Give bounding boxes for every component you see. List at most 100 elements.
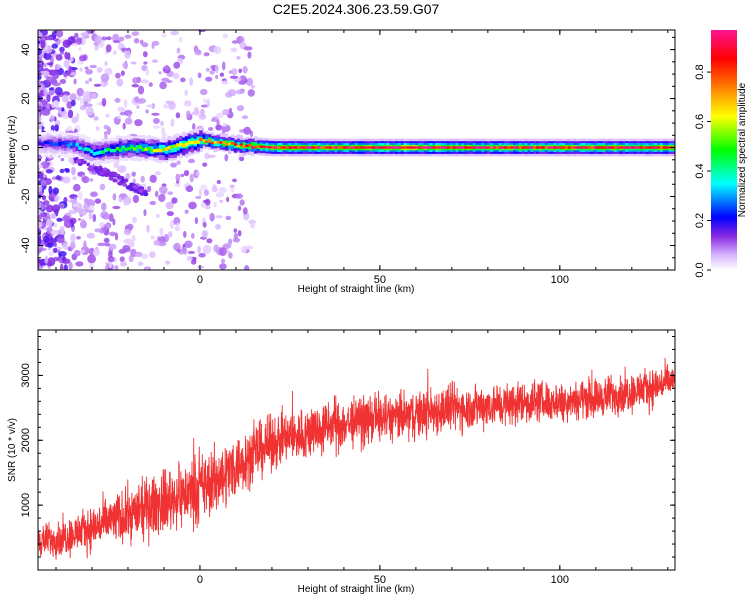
heatmap-cell <box>63 72 68 77</box>
heatmap-cell <box>242 145 246 148</box>
heatmap-cell <box>213 202 217 208</box>
heatmap-cell <box>98 150 102 154</box>
heatmap-cell <box>151 112 160 116</box>
heatmap-cell <box>232 178 237 183</box>
heatmap-cell <box>149 200 157 206</box>
heatmap-cell <box>135 145 140 149</box>
heatmap-cells <box>38 30 675 270</box>
heatmap-cell <box>124 50 131 59</box>
heatmap-cell <box>143 192 149 197</box>
heatmap-cell <box>78 191 83 201</box>
heatmap-cell <box>165 260 171 265</box>
heatmap-cell <box>164 64 170 71</box>
heatmap-cell <box>613 146 618 149</box>
heatmap-cell <box>192 257 197 262</box>
heatmap-cell <box>132 216 137 224</box>
heatmap-cell <box>70 99 76 107</box>
heatmap-cell <box>93 83 102 87</box>
heatmap-cell <box>79 105 86 111</box>
heatmap-cell <box>213 141 218 144</box>
heatmap-cell <box>47 257 56 266</box>
heatmap-cell <box>53 242 58 248</box>
heatmap-cell <box>599 146 603 149</box>
heatmap-cell <box>52 142 56 146</box>
heatmap-cell <box>156 213 160 219</box>
heatmap-cell <box>197 265 205 269</box>
heatmap-cell <box>138 145 143 149</box>
heatmap-cell <box>56 235 65 244</box>
heatmap-cell <box>93 116 99 121</box>
heatmap-cell <box>116 175 122 180</box>
heatmap-cell <box>210 65 216 69</box>
heatmap-cell <box>193 107 199 115</box>
heatmap-cell <box>63 60 70 68</box>
heatmap-cell <box>366 146 370 149</box>
heatmap-cell <box>73 249 81 257</box>
heatmap-cell <box>158 186 168 194</box>
heatmap-cell <box>160 120 164 127</box>
heatmap-cell <box>195 195 202 200</box>
heatmap-cell <box>68 65 72 75</box>
heatmap-cell <box>140 253 149 259</box>
heatmap-cell <box>547 146 552 149</box>
heatmap-cell <box>198 114 207 120</box>
heatmap-cell <box>38 62 42 70</box>
heatmap-cell <box>472 146 477 149</box>
heatmap-cell <box>62 114 70 119</box>
heatmap-cell <box>219 141 223 144</box>
heatmap-cell <box>41 110 51 116</box>
heatmap-cell <box>122 62 129 69</box>
heatmap-cell <box>43 140 48 145</box>
heatmap-cell <box>161 147 166 152</box>
heatmap-cell <box>246 77 254 87</box>
heatmap-cell <box>218 186 227 194</box>
colorbar-tick-label: 0.2 <box>694 213 706 228</box>
heatmap-cell <box>46 242 54 248</box>
heatmap-cell <box>61 141 65 149</box>
heatmap-cell <box>80 98 84 106</box>
heatmap-cell <box>60 263 64 270</box>
heatmap-cell <box>52 82 61 87</box>
heatmap-cell <box>200 202 206 208</box>
heatmap-cell <box>65 168 70 173</box>
heatmap-cell <box>202 221 207 228</box>
heatmap-cell <box>138 98 147 104</box>
heatmap-cell <box>55 107 62 111</box>
heatmap-cell <box>80 32 90 37</box>
heatmap-cell <box>94 198 102 204</box>
heatmap-cell <box>202 230 208 238</box>
heatmap-cell <box>346 146 350 149</box>
heatmap-cell <box>229 75 238 79</box>
heatmap-cell <box>464 146 468 149</box>
heatmap-cell <box>380 146 385 149</box>
heatmap-cell <box>237 36 241 45</box>
heatmap-cell <box>112 193 117 201</box>
heatmap-cell <box>152 118 160 124</box>
heatmap-cell <box>250 84 255 89</box>
heatmap-cell <box>61 141 65 145</box>
heatmap-cell <box>205 140 209 144</box>
heatmap-cell <box>106 126 111 135</box>
heatmap-cell <box>348 146 353 149</box>
heatmap-cell <box>152 125 161 129</box>
heatmap-cell <box>86 232 96 239</box>
heatmap-cell <box>194 217 198 225</box>
colorbar-ticks: 0.0 0.2 0.4 0.6 0.8 <box>694 64 711 278</box>
heatmap-cell <box>645 146 649 149</box>
heatmap-cell <box>40 213 46 218</box>
heatmap-cell <box>490 146 494 149</box>
heatmap-cell <box>81 176 90 184</box>
heatmap-cell <box>58 142 62 146</box>
heatmap-cell <box>104 67 113 76</box>
heatmap-cell <box>154 190 159 198</box>
heatmap-cell <box>251 142 255 148</box>
heatmap-cell <box>202 245 212 254</box>
heatmap-cell <box>45 104 51 110</box>
heatmap-cell <box>142 51 148 58</box>
heatmap-cell <box>161 126 166 136</box>
heatmap-cell <box>203 189 209 197</box>
heatmap-cell <box>220 258 226 264</box>
heatmap-cell <box>567 146 572 149</box>
y-tick-label: 3000 <box>20 363 32 387</box>
heatmap-cell <box>372 146 376 149</box>
